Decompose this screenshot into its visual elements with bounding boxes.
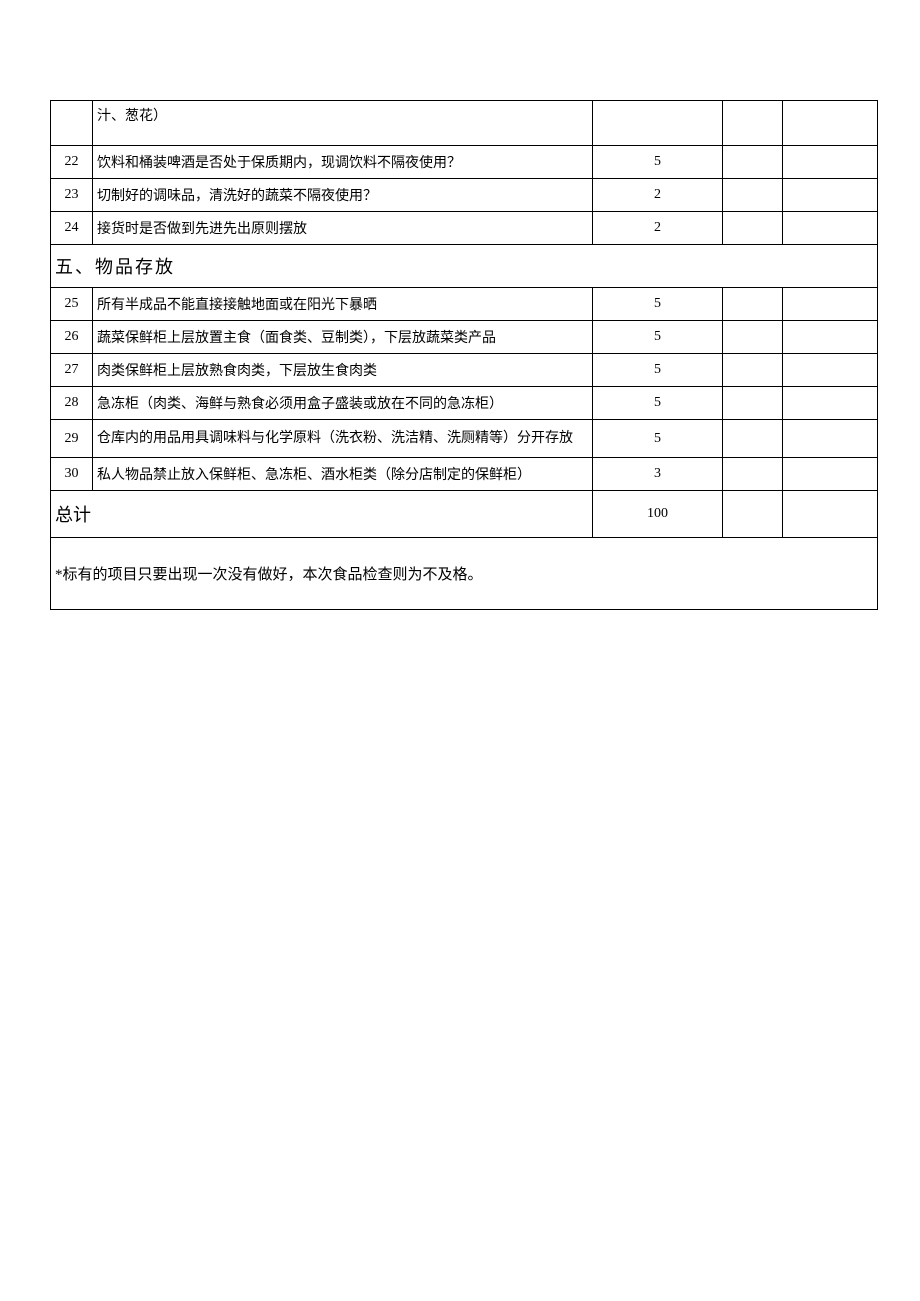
row-description: 私人物品禁止放入保鲜柜、急冻柜、酒水柜类（除分店制定的保鲜柜）	[93, 458, 593, 491]
row-description: 肉类保鲜柜上层放熟食肉类，下层放生食肉类	[93, 354, 593, 387]
table-row: 27肉类保鲜柜上层放熟食肉类，下层放生食肉类5	[51, 354, 878, 387]
row-extra1	[723, 420, 783, 458]
row-extra1	[723, 212, 783, 245]
row-description: 所有半成品不能直接接触地面或在阳光下暴晒	[93, 288, 593, 321]
row-number: 25	[51, 288, 93, 321]
section-header: 五、物品存放	[51, 245, 878, 288]
row-number: 22	[51, 146, 93, 179]
row-extra1	[723, 101, 783, 146]
table-row: *标有的项目只要出现一次没有做好，本次食品检查则为不及格。	[51, 538, 878, 610]
row-score: 5	[593, 354, 723, 387]
table-row: 五、物品存放	[51, 245, 878, 288]
row-score	[593, 101, 723, 146]
row-number: 24	[51, 212, 93, 245]
table-row: 24接货时是否做到先进先出原则摆放2	[51, 212, 878, 245]
table-row: 23切制好的调味品，清洗好的蔬菜不隔夜使用？2	[51, 179, 878, 212]
row-score: 5	[593, 146, 723, 179]
row-extra2	[783, 212, 878, 245]
table-row: 22饮料和桶装啤酒是否处于保质期内，现调饮料不隔夜使用？5	[51, 146, 878, 179]
row-description: 蔬菜保鲜柜上层放置主食（面食类、豆制类），下层放蔬菜类产品	[93, 321, 593, 354]
row-number	[51, 101, 93, 146]
total-extra1	[723, 491, 783, 538]
row-score: 5	[593, 288, 723, 321]
table-body: 汁、葱花）22饮料和桶装啤酒是否处于保质期内，现调饮料不隔夜使用？523切制好的…	[51, 101, 878, 610]
row-description: 汁、葱花）	[93, 101, 593, 146]
row-extra1	[723, 321, 783, 354]
row-extra2	[783, 179, 878, 212]
table-row: 26蔬菜保鲜柜上层放置主食（面食类、豆制类），下层放蔬菜类产品5	[51, 321, 878, 354]
row-extra1	[723, 179, 783, 212]
row-score: 2	[593, 212, 723, 245]
row-description: 饮料和桶装啤酒是否处于保质期内，现调饮料不隔夜使用？	[93, 146, 593, 179]
row-number: 28	[51, 387, 93, 420]
row-extra2	[783, 101, 878, 146]
row-score: 5	[593, 387, 723, 420]
table-row: 30私人物品禁止放入保鲜柜、急冻柜、酒水柜类（除分店制定的保鲜柜）3	[51, 458, 878, 491]
table-row: 汁、葱花）	[51, 101, 878, 146]
row-score: 3	[593, 458, 723, 491]
row-extra2	[783, 420, 878, 458]
row-description: 切制好的调味品，清洗好的蔬菜不隔夜使用？	[93, 179, 593, 212]
row-extra2	[783, 321, 878, 354]
row-score: 5	[593, 420, 723, 458]
row-score: 5	[593, 321, 723, 354]
row-number: 26	[51, 321, 93, 354]
table-row: 25所有半成品不能直接接触地面或在阳光下暴晒5	[51, 288, 878, 321]
row-number: 30	[51, 458, 93, 491]
row-extra2	[783, 288, 878, 321]
row-extra1	[723, 387, 783, 420]
table-row: 28急冻柜（肉类、海鲜与熟食必须用盒子盛装或放在不同的急冻柜）5	[51, 387, 878, 420]
row-extra2	[783, 146, 878, 179]
table-row: 29仓库内的用品用具调味料与化学原料（洗衣粉、洗洁精、洗厕精等）分开存放5	[51, 420, 878, 458]
row-number: 27	[51, 354, 93, 387]
row-extra2	[783, 458, 878, 491]
table-row: 总计100	[51, 491, 878, 538]
row-score: 2	[593, 179, 723, 212]
row-description: 仓库内的用品用具调味料与化学原料（洗衣粉、洗洁精、洗厕精等）分开存放	[93, 420, 593, 458]
row-extra1	[723, 458, 783, 491]
row-extra2	[783, 354, 878, 387]
row-description: 接货时是否做到先进先出原则摆放	[93, 212, 593, 245]
row-number: 29	[51, 420, 93, 458]
row-description: 急冻柜（肉类、海鲜与熟食必须用盒子盛装或放在不同的急冻柜）	[93, 387, 593, 420]
total-label: 总计	[51, 491, 593, 538]
row-extra1	[723, 288, 783, 321]
row-number: 23	[51, 179, 93, 212]
row-extra1	[723, 146, 783, 179]
row-extra2	[783, 387, 878, 420]
inspection-table: 汁、葱花）22饮料和桶装啤酒是否处于保质期内，现调饮料不隔夜使用？523切制好的…	[50, 100, 878, 610]
row-extra1	[723, 354, 783, 387]
footer-note: *标有的项目只要出现一次没有做好，本次食品检查则为不及格。	[51, 538, 878, 610]
total-extra2	[783, 491, 878, 538]
total-value: 100	[593, 491, 723, 538]
